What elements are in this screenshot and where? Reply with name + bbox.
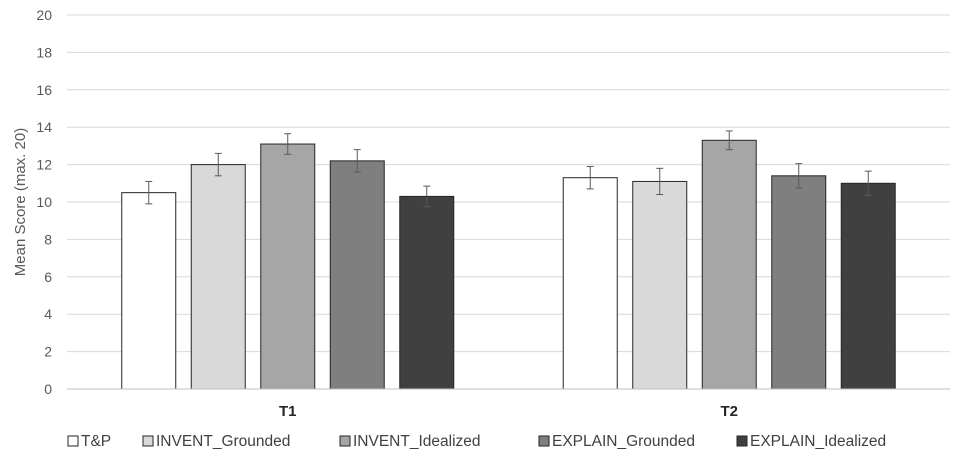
bar [190, 164, 246, 390]
legend-item: T&P [67, 433, 111, 450]
legend-label: INVENT_Grounded [156, 433, 290, 450]
y-tick-label: 10 [36, 194, 52, 210]
error-bar [353, 149, 361, 173]
error-bar [284, 133, 292, 155]
legend-item: INVENT_Idealized [339, 433, 481, 450]
category-labels: T1 T2 [279, 403, 738, 420]
error-bars [145, 130, 872, 208]
y-tick-label: 2 [44, 344, 52, 360]
legend-swatch [736, 435, 748, 447]
bar [771, 175, 827, 390]
legend-label: T&P [81, 433, 111, 450]
bar [701, 139, 757, 390]
y-tick-label: 12 [36, 157, 52, 173]
legend-label: EXPLAIN_Idealized [750, 433, 886, 450]
bar [562, 177, 618, 390]
legend-swatch [538, 435, 550, 447]
error-bar [423, 185, 431, 208]
y-tick-label: 4 [44, 306, 52, 322]
bar [329, 160, 385, 390]
y-axis-label: Mean Score (max. 20) [12, 128, 29, 276]
legend-item: EXPLAIN_Idealized [736, 433, 886, 450]
y-tick-label: 16 [36, 82, 52, 98]
category-label: T1 [279, 403, 297, 420]
legend-item: EXPLAIN_Grounded [538, 433, 695, 450]
legend: T&P INVENT_Grounded INVENT_Idealized EXPLAI… [67, 433, 886, 450]
bar [840, 182, 896, 390]
y-axis-ticks: 0 2 4 6 8 10 12 14 16 18 20 [36, 7, 52, 397]
legend-swatch [339, 435, 351, 447]
y-tick-label: 6 [44, 269, 52, 285]
error-bar [864, 170, 872, 196]
legend-swatch [142, 435, 154, 447]
bar [260, 143, 316, 390]
y-tick-label: 14 [36, 119, 52, 135]
legend-label: EXPLAIN_Grounded [552, 433, 695, 450]
legend-item: INVENT_Grounded [142, 433, 290, 450]
legend-swatch [67, 435, 79, 447]
error-bar [586, 165, 594, 190]
error-bar [214, 152, 222, 177]
legend-label: INVENT_Idealized [353, 433, 481, 450]
y-tick-label: 8 [44, 231, 52, 247]
error-bar [145, 180, 153, 205]
error-bar [656, 167, 664, 196]
y-tick-label: 20 [36, 7, 52, 23]
bar [632, 180, 688, 390]
error-bar [725, 130, 733, 151]
bar [121, 192, 177, 390]
y-tick-label: 18 [36, 44, 52, 60]
y-tick-label: 0 [44, 381, 52, 397]
bar [399, 195, 455, 390]
category-label: T2 [720, 403, 738, 420]
error-bar [795, 163, 803, 189]
